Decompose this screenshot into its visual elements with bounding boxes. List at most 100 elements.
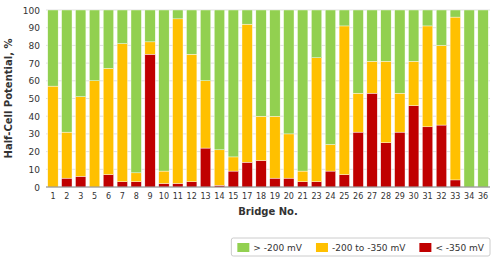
bar-segment	[270, 116, 280, 178]
chart: 0102030405060708090100123567891011121314…	[0, 0, 500, 265]
bar-segment	[381, 61, 391, 142]
bar-segment	[256, 160, 266, 187]
bar-segment	[103, 10, 113, 68]
x-tick-label: 6	[106, 192, 111, 201]
y-axis-label: Half-Cell Potential, %	[3, 39, 14, 159]
bar-segment	[214, 10, 224, 150]
x-tick-label: 5	[92, 192, 97, 201]
bar-segment	[228, 157, 238, 171]
x-tick-label: 32	[436, 192, 446, 201]
x-tick-label: 23	[311, 192, 321, 201]
y-tick-label: 20	[29, 147, 41, 157]
bar-segment	[408, 61, 418, 105]
bar-segment	[381, 143, 391, 187]
bar-segment	[436, 125, 446, 187]
bar-segment	[297, 171, 307, 182]
x-tick-label: 15	[228, 192, 238, 201]
bar-segment	[450, 10, 460, 17]
bar-segment	[395, 93, 405, 132]
bar-segment	[173, 19, 183, 184]
x-tick-label: 1	[50, 192, 55, 201]
x-tick-label: 19	[270, 192, 280, 201]
bar-segment	[325, 171, 335, 187]
y-tick-label: 30	[29, 129, 41, 139]
x-tick-label: 27	[367, 192, 377, 201]
bar-segment	[89, 81, 99, 187]
bar-segment	[464, 10, 474, 187]
x-tick-label: 21	[298, 192, 308, 201]
y-axis: 0102030405060708090100	[23, 6, 490, 193]
bar-segment	[270, 178, 280, 187]
bar-segment	[103, 68, 113, 174]
x-axis-label: Bridge No.	[238, 206, 298, 217]
x-tick-label: 33	[450, 192, 460, 201]
bar-segment	[353, 10, 363, 93]
bar-segment	[131, 182, 141, 187]
x-tick-label: 13	[200, 192, 210, 201]
bar-segment	[339, 26, 349, 175]
legend-item: > -200 mV	[237, 243, 302, 253]
y-tick-label: 100	[23, 6, 40, 16]
bar-segment	[408, 10, 418, 61]
bar-segment	[284, 178, 294, 187]
legend: > -200 mV -200 to -350 mV < -350 mV	[231, 238, 490, 256]
x-tick-label: 8	[134, 192, 139, 201]
x-tick-label: 17	[242, 192, 252, 201]
x-tick-label: 9	[148, 192, 153, 201]
bar-segment	[48, 10, 58, 86]
legend-swatch	[316, 243, 328, 252]
y-tick-label: 70	[29, 59, 41, 69]
bar-segment	[422, 10, 432, 26]
bar-segment	[48, 86, 58, 187]
legend-frame	[231, 238, 490, 256]
bar-segment	[62, 10, 72, 132]
bar-segment	[436, 10, 446, 45]
bar-segment	[200, 81, 210, 148]
legend-swatch	[237, 243, 249, 252]
x-tick-label: 26	[353, 192, 363, 201]
x-tick-label: 34	[464, 192, 474, 201]
bar-segment	[186, 54, 196, 181]
x-tick-label: 2	[64, 192, 69, 201]
bar-segment	[173, 10, 183, 19]
x-tick-label: 31	[422, 192, 432, 201]
bar-segment	[200, 10, 210, 81]
bar-segment	[159, 171, 169, 183]
y-tick-label: 40	[29, 112, 41, 122]
bar-segment	[367, 10, 377, 61]
bar-segment	[228, 10, 238, 157]
bars	[48, 10, 489, 187]
bar-segment	[200, 148, 210, 187]
x-tick-label: 28	[381, 192, 391, 201]
x-tick-label: 36	[478, 192, 488, 201]
bar-segment	[353, 93, 363, 132]
bar-segment	[75, 10, 85, 97]
legend-item: < -350 mV	[419, 243, 484, 253]
y-tick-label: 10	[29, 165, 41, 175]
bar-segment	[311, 58, 321, 182]
x-tick-label: 18	[256, 192, 266, 201]
bar-segment	[395, 10, 405, 93]
bar-segment	[145, 54, 155, 187]
bar-segment	[159, 10, 169, 171]
bar-segment	[284, 134, 294, 178]
bar-segment	[325, 10, 335, 145]
bar-segment	[311, 182, 321, 187]
bar-segment	[103, 175, 113, 187]
legend-label: -200 to -350 mV	[332, 243, 406, 253]
bar-segment	[89, 10, 99, 81]
y-tick-label: 50	[29, 94, 41, 104]
bar-segment	[367, 93, 377, 187]
x-tick-label: 24	[325, 192, 335, 201]
bar-segment	[450, 17, 460, 180]
bar-segment	[242, 162, 252, 187]
y-tick-label: 90	[29, 23, 41, 33]
bar-segment	[228, 171, 238, 187]
bar-segment	[325, 145, 335, 172]
bar-segment	[367, 61, 377, 93]
x-tick-label: 7	[120, 192, 125, 201]
y-tick-label: 80	[29, 41, 41, 51]
bar-segment	[75, 176, 85, 187]
bar-segment	[62, 132, 72, 178]
bar-segment	[117, 182, 127, 187]
